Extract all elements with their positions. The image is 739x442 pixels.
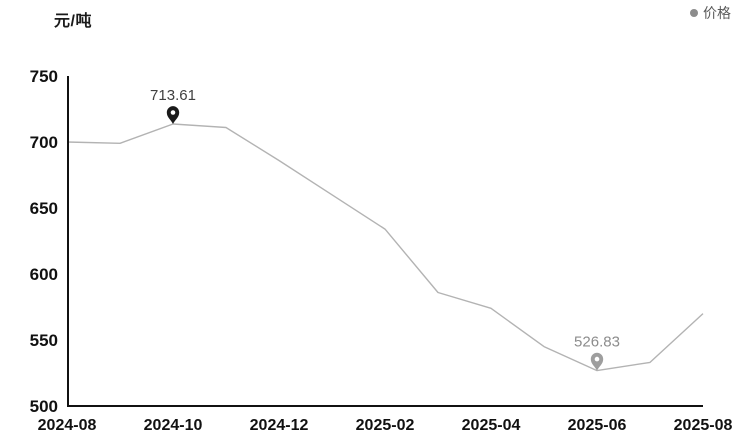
y-axis-unit-label: 元/吨 <box>54 13 92 30</box>
x-axis-tick-label: 2024-08 <box>38 417 97 434</box>
legend-series-label: 价格 <box>703 5 731 21</box>
min-pin-icon <box>590 352 604 371</box>
y-axis-tick-label: 600 <box>30 265 58 284</box>
legend-dot-icon <box>690 9 698 17</box>
axis-lines <box>67 76 703 407</box>
legend[interactable]: 价格 <box>690 6 731 20</box>
x-axis-tick-label: 2025-04 <box>462 417 521 434</box>
y-axis-tick-label: 750 <box>30 67 58 86</box>
y-axis-tick-label: 500 <box>30 397 58 416</box>
x-axis-tick-label: 2024-12 <box>250 417 309 434</box>
max-value-label: 713.61 <box>150 87 196 104</box>
x-axis-tick-label: 2025-02 <box>356 417 415 434</box>
y-axis-tick-label: 650 <box>30 199 58 218</box>
min-value-label: 526.83 <box>574 334 620 351</box>
y-axis-tick-label: 550 <box>30 331 58 350</box>
min-pin-hole <box>594 356 600 362</box>
min-pin-body <box>590 352 604 371</box>
max-pin-body <box>166 106 180 124</box>
x-axis-tick-label: 2025-06 <box>568 417 627 434</box>
x-axis-tick-label: 2024-10 <box>144 417 203 434</box>
x-axis-tick-label: 2025-08 <box>674 417 733 434</box>
y-axis-tick-label: 700 <box>30 133 58 152</box>
max-pin-hole <box>170 110 176 115</box>
max-pin-icon <box>166 106 180 124</box>
